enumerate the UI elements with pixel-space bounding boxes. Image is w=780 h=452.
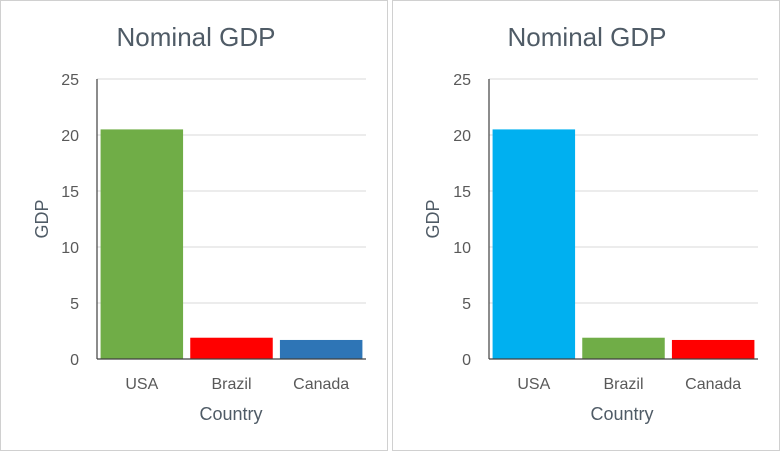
x-axis-title: Country [590, 404, 653, 424]
x-tick-label: Canada [685, 376, 741, 393]
x-tick-label: Canada [293, 376, 349, 393]
x-axis-title: Country [199, 404, 262, 424]
y-tick-label: 5 [70, 296, 79, 313]
bar-chart-right: Nominal GDP Country GDP 0 5 10 15 20 25 USA Bra… [423, 22, 758, 424]
y-axis-title: GDP [32, 199, 52, 238]
x-tick-label: Brazil [603, 376, 643, 393]
y-tick-label: 20 [453, 128, 471, 145]
y-tick-label: 25 [61, 72, 79, 89]
bar-canada [671, 339, 755, 359]
y-tick-label: 15 [61, 184, 79, 201]
bar-brazil [582, 337, 665, 359]
bar-chart-left: Nominal GDP Country GDP 0 5 10 15 20 25 USA Bra… [32, 22, 366, 424]
y-axis-title: GDP [423, 199, 443, 238]
y-tick-label: 10 [61, 240, 79, 257]
y-tick-label: 5 [462, 296, 471, 313]
chart-panel-left: Nominal GDP Country GDP 0 5 10 15 20 25 USA Bra… [0, 0, 388, 451]
y-tick-label: 20 [61, 128, 79, 145]
bar-brazil [190, 337, 273, 359]
chart-title: Nominal GDP [508, 22, 667, 52]
x-tick-label: USA [125, 376, 158, 393]
y-tick-label: 15 [453, 184, 471, 201]
y-tick-label: 0 [462, 352, 471, 369]
y-tick-label: 0 [70, 352, 79, 369]
plot-area: 0 5 10 15 20 25 USA Brazil Canada [61, 72, 366, 393]
chart-panel-right: Nominal GDP Country GDP 0 5 10 15 20 25 USA Bra… [392, 0, 780, 451]
plot-area: 0 5 10 15 20 25 USA Brazil Canada [453, 72, 758, 393]
chart-title: Nominal GDP [117, 22, 276, 52]
bar-canada [279, 339, 363, 359]
y-tick-label: 25 [453, 72, 471, 89]
bar-usa [492, 129, 576, 359]
bar-usa [100, 129, 184, 359]
x-tick-label: Brazil [211, 376, 251, 393]
y-tick-label: 10 [453, 240, 471, 257]
x-tick-label: USA [517, 376, 550, 393]
